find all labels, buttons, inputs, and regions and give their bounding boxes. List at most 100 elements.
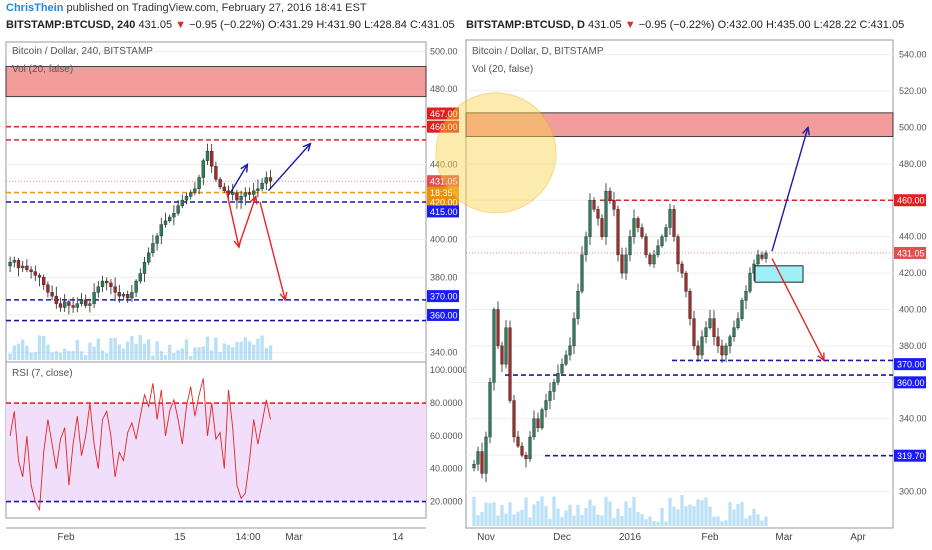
left-candle-56	[243, 192, 247, 197]
left-candle-30	[134, 280, 138, 293]
right-candle-12	[520, 445, 524, 456]
left-volume-34	[151, 355, 155, 360]
left-price-label-3: 18:35	[430, 188, 453, 198]
left-volume-30	[134, 343, 138, 360]
right-candle-38	[624, 254, 628, 274]
left-arrow-1-line	[267, 143, 311, 192]
left-volume-38	[168, 344, 172, 360]
right-candle-24	[568, 345, 572, 356]
right-y-tick-300: 300.00	[899, 487, 927, 497]
right-volume-37	[620, 515, 624, 526]
left-volume-44	[193, 347, 197, 360]
right-volume-36	[616, 508, 620, 526]
right-close: C:431.05	[859, 19, 905, 31]
right-candle-41	[636, 218, 640, 228]
right-volume-9	[508, 502, 512, 526]
right-volume-57	[700, 500, 704, 526]
right-volume-20	[552, 496, 556, 526]
right-candle-35	[612, 200, 616, 210]
right-volume-48	[664, 521, 668, 526]
right-volume-31	[596, 514, 600, 526]
left-volume-32	[142, 343, 147, 360]
left-high: H:431.90	[316, 19, 361, 31]
right-volume-23	[564, 510, 568, 526]
right-volume-45	[652, 520, 656, 526]
right-volume-39	[628, 507, 632, 526]
left-volume-16	[75, 340, 79, 360]
left-volume-15	[71, 351, 75, 360]
left-price-label-2: 431.05	[430, 177, 458, 187]
right-candle-67	[740, 300, 744, 319]
left-candle-10	[50, 292, 54, 297]
left-volume-19	[88, 342, 92, 360]
right-candle-56	[696, 345, 700, 356]
right-candle-47	[660, 236, 664, 246]
left-candle-42	[184, 196, 189, 201]
left-candle-26	[117, 292, 121, 297]
left-price-label-bg-2	[427, 175, 459, 188]
right-candle-73	[764, 252, 768, 259]
right-volume-55	[692, 506, 696, 526]
right-volume-46	[656, 521, 660, 526]
right-volume-6	[496, 515, 500, 526]
right-candle-5	[492, 309, 496, 383]
left-volume-43	[189, 355, 193, 360]
right-candle-17	[540, 409, 544, 429]
left-candle-32	[142, 262, 147, 274]
left-candle-19	[88, 303, 92, 306]
right-candle-54	[688, 291, 692, 319]
right-candle-13	[524, 454, 528, 460]
right-volume-47	[660, 507, 664, 526]
right-change: −0.95 (−0.22%)	[638, 19, 715, 31]
left-volume-52	[226, 344, 231, 360]
right-candle-4	[488, 382, 492, 438]
right-price-label-bg-1	[894, 246, 926, 259]
left-candle-8	[42, 277, 46, 286]
left-volume-60	[260, 335, 264, 360]
right-volume-12	[520, 509, 524, 526]
right-candle-8	[504, 327, 508, 365]
left-candle-36	[159, 224, 163, 237]
right-volume-43	[644, 519, 648, 526]
left-price-label-7: 360.00	[430, 310, 458, 320]
right-price-label-3: 360.00	[897, 378, 925, 388]
right-candle-55	[692, 318, 696, 347]
left-candle-17	[79, 299, 84, 304]
right-volume-0	[472, 496, 476, 526]
right-arrow-2-line	[771, 258, 825, 361]
left-volume-1	[12, 345, 16, 360]
right-volume-17	[540, 496, 544, 526]
right-y-tick-400: 400.00	[899, 304, 927, 314]
rsi-title: RSI (7, close)	[12, 368, 73, 379]
right-y-tick-420: 420.00	[899, 268, 927, 278]
left-volume-6	[33, 352, 37, 360]
right-volume-34	[608, 501, 612, 526]
left-price-label-0: 467.00	[430, 109, 458, 119]
left-symbol: BITSTAMP:BTCUSD, 240	[6, 19, 136, 31]
left-candle-13	[63, 301, 67, 308]
left-candle-21	[96, 286, 100, 293]
left-volume-31	[138, 335, 142, 360]
right-y-tick-440: 440.00	[899, 232, 927, 242]
left-candle-48	[210, 150, 214, 167]
left-candle-29	[130, 292, 134, 299]
left-candle-0	[8, 262, 12, 267]
right-volume-35	[612, 518, 616, 526]
left-candle-25	[113, 286, 117, 293]
right-volume-65	[732, 509, 736, 526]
rsi-band	[6, 403, 426, 502]
right-volume-71	[756, 514, 760, 526]
left-candle-12	[58, 303, 63, 308]
right-x-tick-4: Mar	[775, 532, 793, 543]
right-highlight-circle	[435, 92, 557, 214]
author-link[interactable]: ChrisThein	[6, 2, 64, 14]
left-volume-58	[252, 344, 256, 360]
left-price-label-bg-7	[427, 308, 459, 321]
left-volume-35	[155, 341, 159, 360]
left-volume-42	[184, 339, 189, 360]
left-candle-9	[46, 284, 50, 293]
left-volume-25	[113, 337, 117, 360]
left-volume-61	[264, 347, 268, 360]
left-candle-38	[168, 216, 172, 222]
